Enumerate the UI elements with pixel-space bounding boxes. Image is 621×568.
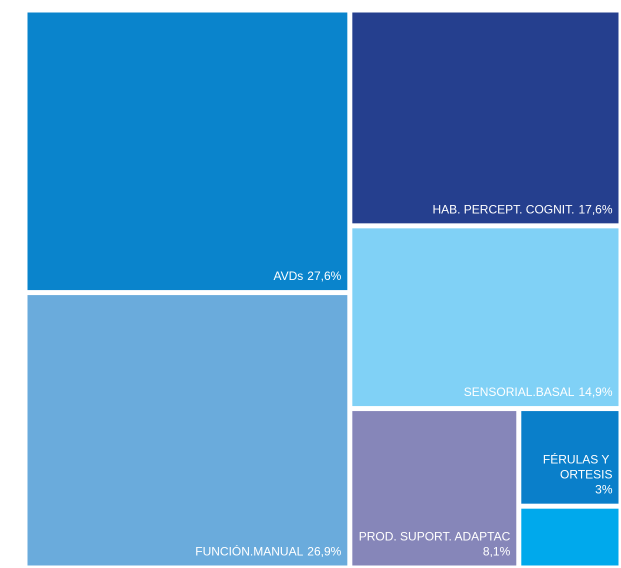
value-label: 14,9% <box>578 385 612 399</box>
value-label: 27,6% <box>307 269 341 283</box>
category-label: FÉRULAS Y ORTESIS <box>543 452 613 482</box>
category-label: AVDs <box>273 269 303 283</box>
treemap-cell <box>521 508 619 566</box>
cell-label: AVDs 27,6% <box>273 269 341 283</box>
value-label: 26,9% <box>307 545 341 559</box>
treemap-cell <box>352 228 619 407</box>
category-label: SENSORIAL.BASAL <box>464 385 575 399</box>
treemap-cell <box>352 12 619 224</box>
category-line: PROD. SUPORT. ADAPTAC <box>359 530 511 544</box>
category-label: FUNCIÓN.MANUAL <box>195 544 303 559</box>
category-line: ORTESIS <box>560 468 612 482</box>
category-label: HAB. PERCEPT. COGNIT. <box>432 202 574 216</box>
cell-label: FUNCIÓN.MANUAL 26,9% <box>195 544 341 559</box>
treemap-cell <box>352 411 517 566</box>
treemap-cell <box>27 12 348 291</box>
value-label: 8,1% <box>483 545 511 559</box>
cell-label: HAB. PERCEPT. COGNIT. 17,6% <box>432 202 612 216</box>
value-label: 3% <box>595 483 613 497</box>
treemap-cell <box>521 411 619 504</box>
treemap-cell <box>27 295 348 566</box>
category-line: FÉRULAS Y <box>543 452 613 467</box>
cell-label: SENSORIAL.BASAL 14,9% <box>464 385 613 399</box>
value-label: 17,6% <box>578 202 612 216</box>
category-label: PROD. SUPORT. ADAPTAC <box>359 530 511 544</box>
